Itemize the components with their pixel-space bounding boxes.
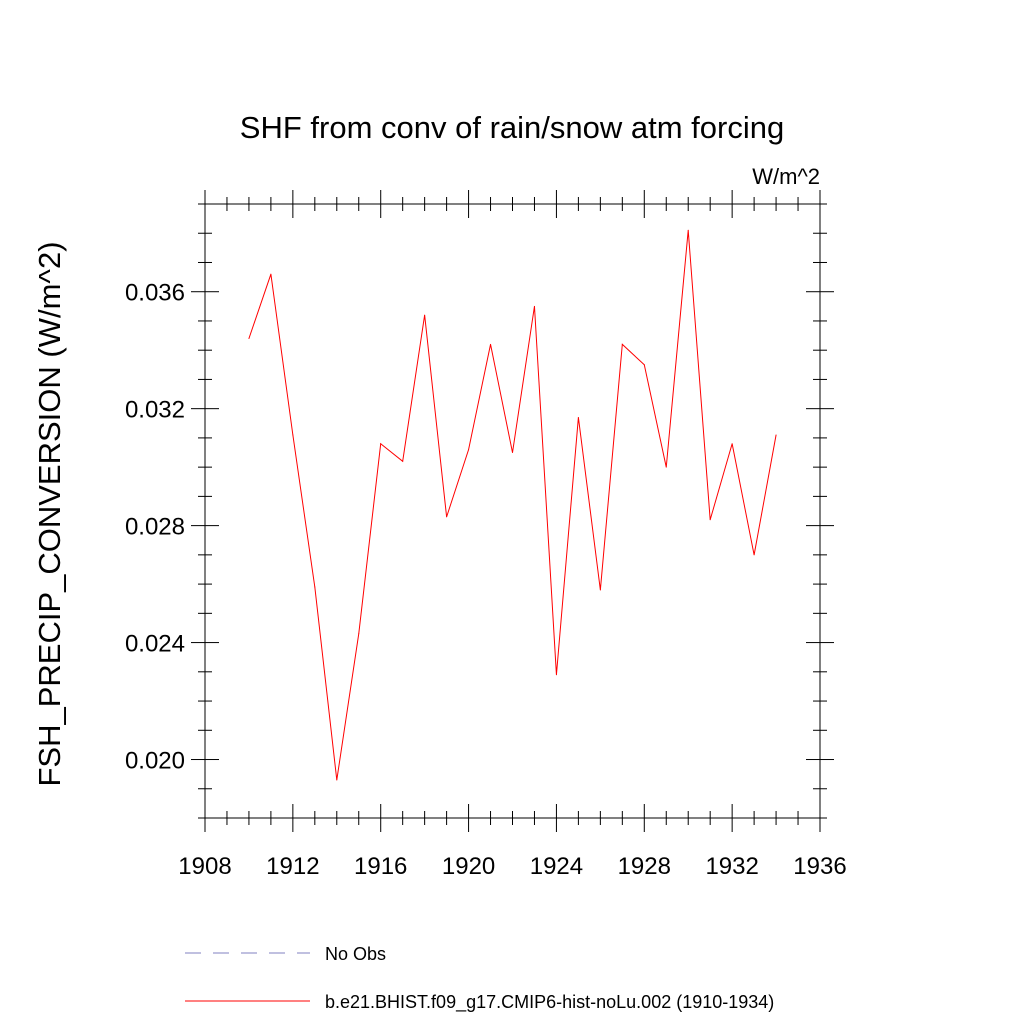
- plot-frame: [204, 203, 821, 819]
- x-axis: 1908 1912 1916 1920 1924 1928 1932 1936: [178, 190, 847, 880]
- data-point: [402, 460, 404, 462]
- legend-label-no-obs: No Obs: [325, 944, 386, 964]
- y-axis-label: FSH_PRECIP_CONVERSION (W/m^2): [32, 241, 67, 786]
- legend-label-model-run: b.e21.BHIST.f09_g17.CMIP6-hist-noLu.002 …: [325, 992, 774, 1013]
- data-point: [380, 443, 382, 445]
- chart-title: SHF from conv of rain/snow atm forcing: [240, 110, 784, 145]
- data-point: [621, 343, 623, 345]
- data-point: [643, 364, 645, 366]
- data-point: [424, 314, 426, 316]
- data-point: [490, 343, 492, 345]
- data-point: [446, 516, 448, 518]
- data-point: [555, 674, 557, 676]
- series-layer: [248, 229, 777, 781]
- y-tick-label: 0.036: [125, 280, 185, 307]
- data-point: [270, 273, 272, 275]
- legend: No Obs b.e21.BHIST.f09_g17.CMIP6-hist-no…: [185, 944, 774, 1013]
- data-point: [248, 338, 250, 339]
- x-tick-label: 1928: [618, 853, 671, 880]
- x-tick-label: 1912: [266, 853, 319, 880]
- data-point: [314, 586, 316, 588]
- y-tick-label: 0.028: [125, 514, 185, 541]
- x-tick-label: 1924: [530, 853, 583, 880]
- x-tick-label: 1936: [793, 853, 846, 880]
- units-label: W/m^2: [752, 164, 820, 189]
- y-axis: 0.020 0.024 0.028 0.032 0.036: [125, 203, 834, 819]
- data-point: [709, 519, 711, 521]
- data-point: [775, 434, 777, 436]
- y-tick-label: 0.024: [125, 631, 185, 658]
- data-point: [731, 443, 733, 445]
- data-point: [599, 589, 601, 591]
- data-point: [512, 452, 513, 454]
- x-tick-label: 1932: [705, 853, 758, 880]
- data-point: [358, 633, 360, 635]
- data-point: [292, 434, 294, 436]
- y-tick-label: 0.020: [125, 748, 185, 775]
- data-point: [468, 449, 470, 451]
- data-point: [577, 416, 579, 418]
- x-tick-label: 1916: [354, 853, 407, 880]
- data-point: [336, 779, 338, 781]
- data-point: [687, 229, 689, 231]
- data-point: [753, 554, 755, 556]
- data-point: [665, 466, 667, 468]
- y-tick-label: 0.032: [125, 397, 185, 424]
- data-point: [533, 305, 535, 307]
- x-tick-label: 1920: [442, 853, 495, 880]
- x-tick-label: 1908: [178, 853, 231, 880]
- series-line-0: [248, 230, 777, 781]
